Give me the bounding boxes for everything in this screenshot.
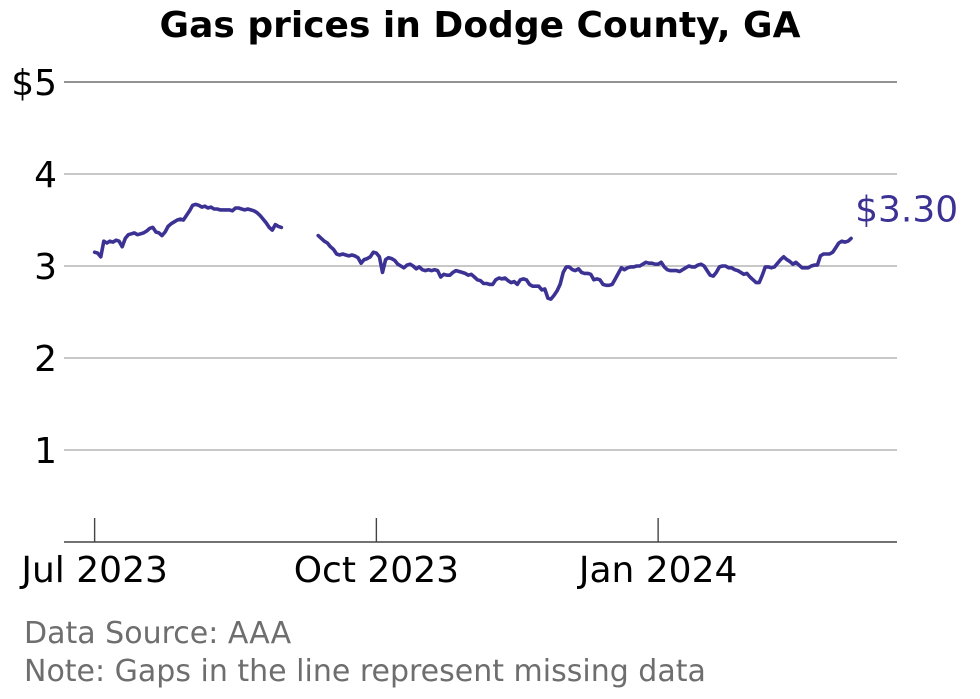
y-tick-label-3: 3 xyxy=(34,247,57,288)
chart-title: Gas prices in Dodge County, GA xyxy=(160,5,801,46)
y-tick-label-5: $5 xyxy=(11,63,57,104)
price-series xyxy=(92,202,853,301)
x-ticks: Jul 2023 Oct 2023 Jan 2024 xyxy=(19,518,737,591)
y-tick-label-4: 4 xyxy=(34,155,57,196)
x-tick-label-2: Jan 2024 xyxy=(577,550,738,591)
data-source-note: Data Source: AAA xyxy=(24,616,292,651)
y-tick-label-1: 1 xyxy=(34,431,57,472)
x-tick-label-0: Jul 2023 xyxy=(19,550,168,591)
price-line-segment-1 xyxy=(92,202,284,259)
missing-data-note: Note: Gaps in the line represent missing… xyxy=(24,654,706,689)
latest-price-label: $3.30 xyxy=(855,189,958,230)
y-tick-label-2: 2 xyxy=(34,339,57,380)
y-gridlines xyxy=(64,81,897,451)
y-tick-labels: 1 2 3 4 $5 xyxy=(11,63,57,472)
x-tick-label-1: Oct 2023 xyxy=(294,550,459,591)
price-line-segment-2 xyxy=(316,233,853,301)
